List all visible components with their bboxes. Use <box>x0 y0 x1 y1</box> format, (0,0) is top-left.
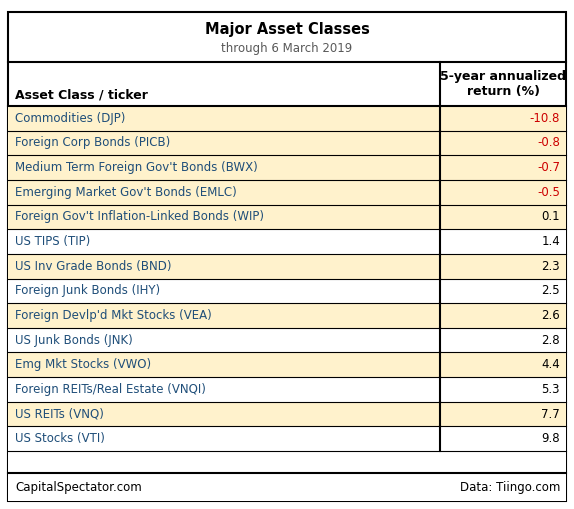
Text: US REITs (VNQ): US REITs (VNQ) <box>15 408 104 420</box>
Text: Foreign Devlp'd Mkt Stocks (VEA): Foreign Devlp'd Mkt Stocks (VEA) <box>15 309 212 322</box>
Bar <box>8 106 566 131</box>
Text: CapitalSpectator.com: CapitalSpectator.com <box>15 480 142 494</box>
Bar <box>8 328 566 352</box>
Bar <box>8 427 566 451</box>
Bar <box>8 205 566 229</box>
Text: 4.4: 4.4 <box>541 358 560 371</box>
Text: 2.3: 2.3 <box>541 260 560 273</box>
Text: 5-year annualized
return (%): 5-year annualized return (%) <box>440 70 566 98</box>
Text: Major Asset Classes: Major Asset Classes <box>204 22 370 37</box>
Text: Foreign Gov't Inflation-Linked Bonds (WIP): Foreign Gov't Inflation-Linked Bonds (WI… <box>15 210 264 223</box>
Bar <box>8 254 566 278</box>
Text: Data: Tiingo.com: Data: Tiingo.com <box>460 480 560 494</box>
Bar <box>8 229 566 254</box>
Text: 2.8: 2.8 <box>541 333 560 347</box>
Bar <box>8 303 566 328</box>
Text: through 6 March 2019: through 6 March 2019 <box>222 42 352 54</box>
Bar <box>8 451 566 473</box>
Text: US Stocks (VTI): US Stocks (VTI) <box>15 432 105 445</box>
Text: -0.5: -0.5 <box>537 186 560 199</box>
Bar <box>8 473 566 501</box>
Bar <box>8 278 566 303</box>
Bar <box>8 131 566 155</box>
Text: 2.5: 2.5 <box>541 285 560 297</box>
Text: Emg Mkt Stocks (VWO): Emg Mkt Stocks (VWO) <box>15 358 151 371</box>
Bar <box>8 352 566 377</box>
Text: Medium Term Foreign Gov't Bonds (BWX): Medium Term Foreign Gov't Bonds (BWX) <box>15 161 258 174</box>
Text: US Junk Bonds (JNK): US Junk Bonds (JNK) <box>15 333 133 347</box>
Text: 2.6: 2.6 <box>541 309 560 322</box>
Text: -0.8: -0.8 <box>537 136 560 150</box>
Text: US Inv Grade Bonds (BND): US Inv Grade Bonds (BND) <box>15 260 172 273</box>
Text: -10.8: -10.8 <box>530 112 560 125</box>
Bar <box>8 180 566 205</box>
Text: Foreign Junk Bonds (IHY): Foreign Junk Bonds (IHY) <box>15 285 160 297</box>
Text: US TIPS (TIP): US TIPS (TIP) <box>15 235 90 248</box>
Text: 7.7: 7.7 <box>541 408 560 420</box>
Text: Foreign REITs/Real Estate (VNQI): Foreign REITs/Real Estate (VNQI) <box>15 383 206 396</box>
Text: Emerging Market Gov't Bonds (EMLC): Emerging Market Gov't Bonds (EMLC) <box>15 186 236 199</box>
Text: Commodities (DJP): Commodities (DJP) <box>15 112 125 125</box>
Text: 1.4: 1.4 <box>541 235 560 248</box>
Bar <box>8 377 566 402</box>
Text: 5.3: 5.3 <box>541 383 560 396</box>
Bar <box>8 402 566 427</box>
Text: 9.8: 9.8 <box>541 432 560 445</box>
Text: Asset Class / ticker: Asset Class / ticker <box>15 88 148 101</box>
Bar <box>8 155 566 180</box>
Text: -0.7: -0.7 <box>537 161 560 174</box>
Text: Foreign Corp Bonds (PICB): Foreign Corp Bonds (PICB) <box>15 136 170 150</box>
Text: 0.1: 0.1 <box>541 210 560 223</box>
